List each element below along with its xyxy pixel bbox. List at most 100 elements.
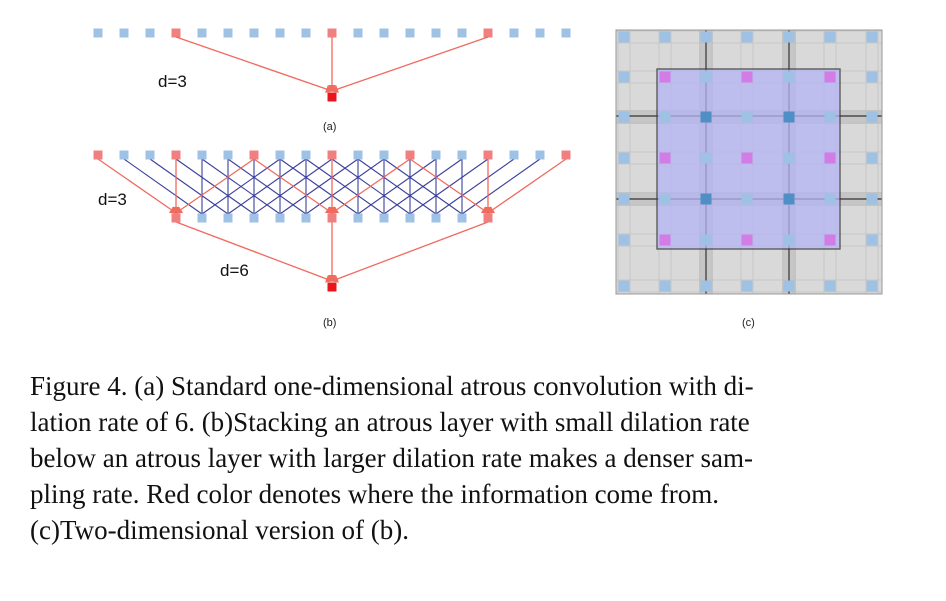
grid-cell-magenta <box>659 234 671 246</box>
middle-cell <box>353 213 363 223</box>
input-cell-red <box>93 150 103 160</box>
grid-cell <box>618 234 630 246</box>
grid-cell-magenta <box>659 152 671 164</box>
grid-cell-dark <box>700 111 712 123</box>
input-cell <box>223 28 233 38</box>
input-cell-red <box>171 28 181 38</box>
caption-line: Figure 4. (a) Standard one-dimensional a… <box>30 371 754 401</box>
grid-cell <box>866 71 878 83</box>
input-cell <box>509 150 519 160</box>
connection-line-red <box>487 158 567 214</box>
grid-cell <box>618 280 630 292</box>
input-cell-red <box>249 150 259 160</box>
input-cell <box>457 28 467 38</box>
connection-line-red <box>331 221 489 283</box>
connection-line-red <box>253 158 333 214</box>
caption-line: lation rate of 6. (b)Stacking an atrous … <box>30 407 750 437</box>
input-cell <box>223 150 233 160</box>
panel-b-dilation-bottom-label: d=6 <box>220 261 249 280</box>
grid-cell <box>783 71 795 83</box>
connection-line-blue <box>435 158 515 215</box>
panel-c <box>615 29 883 295</box>
grid-cell-magenta <box>741 234 753 246</box>
input-cell <box>275 150 285 160</box>
figure-caption: Figure 4. (a) Standard one-dimensional a… <box>30 368 916 548</box>
grid-cell <box>824 280 836 292</box>
input-cell-red <box>327 28 337 38</box>
input-cell-red <box>405 150 415 160</box>
panel-c-label: (c) <box>742 317 755 329</box>
panel-b-label: (b) <box>323 317 336 329</box>
input-cell <box>119 28 129 38</box>
input-cell <box>561 28 571 38</box>
input-cell <box>145 28 155 38</box>
grid-cell <box>783 234 795 246</box>
grid-cell <box>700 234 712 246</box>
connection-line-blue <box>201 158 281 215</box>
grid-cell <box>659 111 671 123</box>
grid-cell <box>741 193 753 205</box>
middle-cell <box>405 213 415 223</box>
grid-cell <box>700 152 712 164</box>
middle-cell <box>431 213 441 223</box>
connection-line-blue <box>305 158 385 215</box>
grid-cell <box>866 152 878 164</box>
connection-line-blue <box>279 158 359 215</box>
grid-cell <box>659 31 671 43</box>
panel-a-label: (a) <box>323 121 336 133</box>
grid-cell <box>783 280 795 292</box>
grid-cell <box>618 111 630 123</box>
connection-line-red <box>409 158 489 214</box>
panel-b-dilation-top-label: d=3 <box>98 190 127 209</box>
grid-cell <box>741 280 753 292</box>
grid-cell <box>866 31 878 43</box>
grid-cell <box>741 31 753 43</box>
middle-cell-red <box>327 213 337 223</box>
grid-cell <box>866 193 878 205</box>
input-cell <box>405 28 415 38</box>
grid-cell-magenta <box>741 71 753 83</box>
grid-cell <box>659 280 671 292</box>
grid-cell <box>866 280 878 292</box>
grid-cell-dark <box>700 193 712 205</box>
input-cell <box>301 28 311 38</box>
input-cell <box>301 150 311 160</box>
grid-cell-magenta <box>824 71 836 83</box>
input-cell <box>249 28 259 38</box>
connection-line-red <box>175 36 333 93</box>
input-cell-red <box>171 150 181 160</box>
connection-line-red <box>97 158 177 214</box>
grid-cell-magenta <box>824 234 836 246</box>
middle-cell <box>457 213 467 223</box>
connection-line-blue <box>461 158 541 215</box>
input-cell <box>379 28 389 38</box>
grid-cell-magenta <box>741 152 753 164</box>
caption-line: below an atrous layer with larger dilati… <box>30 443 753 473</box>
grid-cell <box>700 71 712 83</box>
middle-cell <box>197 213 207 223</box>
caption-line: (c)Two-dimensional version of (b). <box>30 515 410 545</box>
input-cell <box>197 28 207 38</box>
grid-cell <box>783 31 795 43</box>
grid-border <box>615 29 883 295</box>
grid-cell-dark <box>783 111 795 123</box>
middle-cell <box>223 213 233 223</box>
grid-cell-magenta <box>659 71 671 83</box>
connection-line-blue <box>123 158 203 215</box>
input-cell <box>379 150 389 160</box>
grid-cell <box>618 31 630 43</box>
input-cell-red <box>561 150 571 160</box>
middle-cell <box>379 213 389 223</box>
input-cell <box>457 150 467 160</box>
output-cell-target <box>327 282 337 292</box>
input-cell <box>353 150 363 160</box>
grid-cell <box>618 152 630 164</box>
grid-cell <box>824 111 836 123</box>
grid-cell <box>824 31 836 43</box>
grid-cell-magenta <box>824 152 836 164</box>
input-cell-red <box>327 150 337 160</box>
input-cell-red <box>483 28 493 38</box>
grid-cell <box>824 193 836 205</box>
input-cell <box>509 28 519 38</box>
middle-cell-red <box>483 213 493 223</box>
